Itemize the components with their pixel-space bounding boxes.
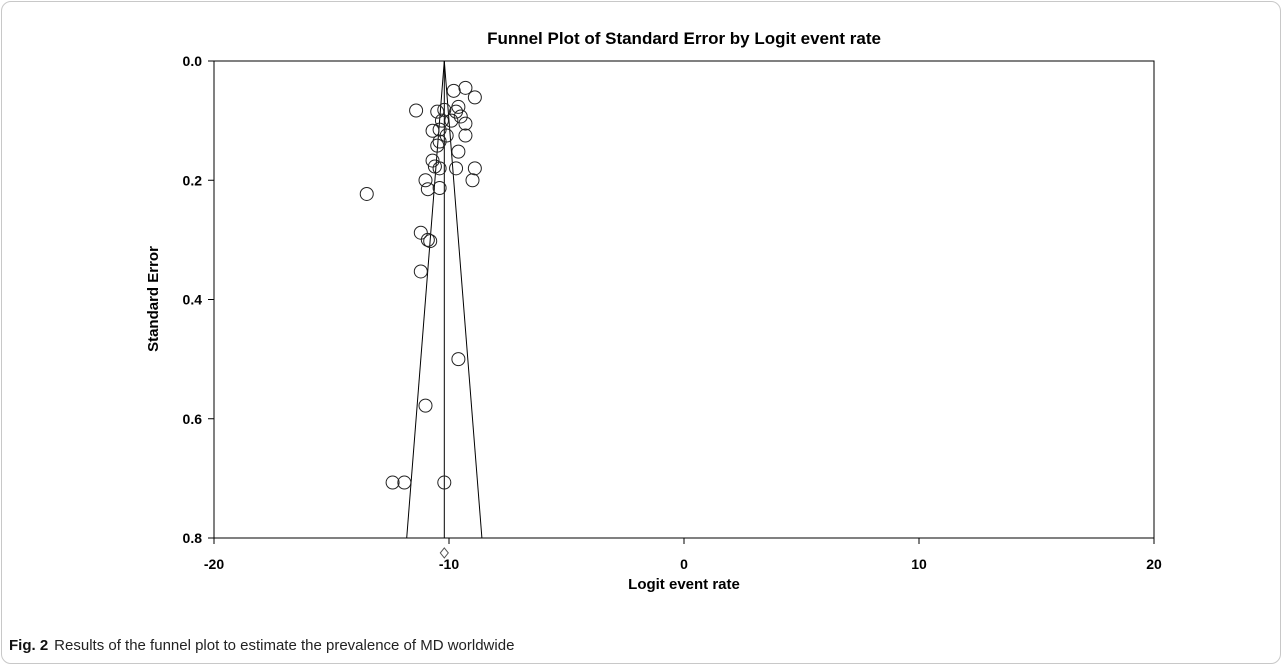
x-axis: -20 -10 0 10 20 (204, 538, 1162, 572)
study-point (409, 103, 424, 118)
study-point (425, 123, 440, 138)
study-point (465, 173, 480, 188)
plot-area (213, 60, 1155, 539)
x-tick-label: 0 (680, 556, 688, 572)
x-axis-label: Logit event rate (628, 576, 740, 593)
study-point (458, 116, 473, 131)
study-point (444, 113, 459, 128)
study-point (397, 475, 412, 490)
x-tick-label: -10 (439, 556, 459, 572)
caption-text: Results of the funnel plot to estimate t… (54, 637, 515, 654)
study-point (446, 83, 461, 98)
study-point (449, 161, 464, 176)
funnel-left-line (406, 60, 445, 539)
y-tick-label: 0.2 (183, 172, 203, 188)
study-points (359, 80, 482, 490)
x-tick-label: 10 (911, 556, 927, 572)
study-point (413, 264, 428, 279)
study-point (467, 90, 482, 105)
summary-diamond (439, 547, 449, 559)
study-point (385, 475, 400, 490)
y-tick-label: 0.4 (183, 292, 203, 308)
study-point (420, 232, 435, 247)
funnel-lines (406, 60, 483, 559)
y-tick-label: 0.6 (183, 411, 203, 427)
study-point (359, 186, 374, 201)
study-point (425, 153, 440, 168)
study-point (430, 104, 445, 119)
study-point (432, 122, 447, 137)
study-point (449, 104, 464, 119)
study-point (451, 352, 466, 367)
study-point (439, 128, 454, 143)
figure-caption: Fig. 2 Results of the funnel plot to esti… (9, 637, 514, 654)
study-point (432, 134, 447, 149)
funnel-plot: Funnel Plot of Standard Error by Logit e… (145, 29, 1162, 593)
y-axis: 0.0 0.2 0.4 0.6 0.8 (183, 53, 214, 546)
y-axis-label: Standard Error (145, 246, 162, 352)
y-tick-label: 0.8 (183, 530, 203, 546)
study-point (418, 398, 433, 413)
study-point (423, 234, 438, 249)
study-point (451, 144, 466, 159)
study-point (437, 102, 452, 117)
x-tick-label: -20 (204, 556, 224, 572)
study-point (458, 128, 473, 143)
figure-label: Fig. 2 (9, 637, 49, 654)
study-point (437, 475, 452, 490)
chart-title: Funnel Plot of Standard Error by Logit e… (487, 29, 881, 48)
study-point (430, 138, 445, 153)
study-point (467, 161, 482, 176)
study-point (434, 113, 449, 128)
funnel-right-line (443, 60, 483, 539)
study-point (432, 181, 447, 196)
study-point (453, 109, 468, 124)
y-tick-label: 0.0 (183, 53, 203, 69)
study-point (432, 161, 447, 176)
study-point (458, 80, 473, 95)
study-point (413, 225, 428, 240)
study-point (418, 173, 433, 188)
study-point (420, 182, 435, 197)
x-tick-label: 20 (1146, 556, 1162, 572)
